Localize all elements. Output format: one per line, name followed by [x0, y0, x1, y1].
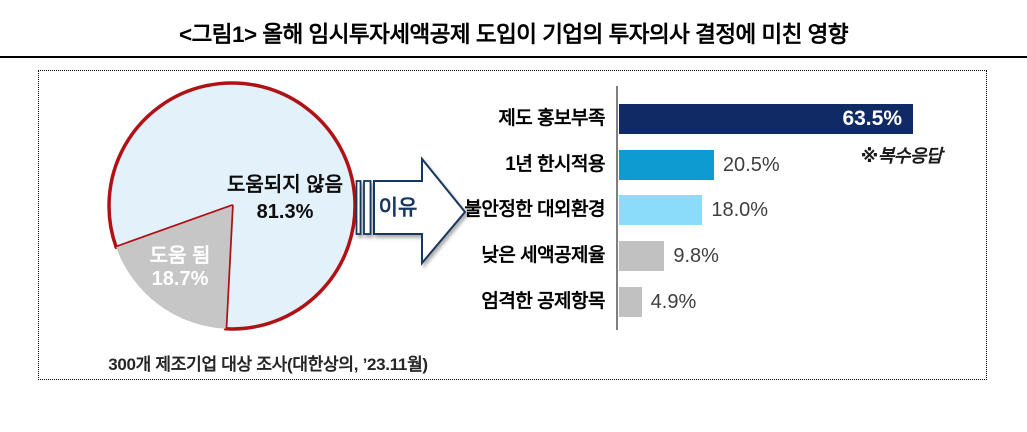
bar-value-label: 18.0%: [711, 199, 769, 221]
bar: [619, 104, 913, 134]
source-note: 300개 제조기업 대상 조사(대한상의, ’23.11월): [108, 355, 428, 374]
title-underline-rule: [0, 56, 1027, 58]
bar-category-label: 1년 한시적용: [505, 154, 605, 175]
bar-category-label: 제도 홍보부족: [498, 108, 605, 129]
multiple-response-note: ※복수응답: [860, 146, 943, 166]
reason-arrow: 이유: [355, 156, 467, 266]
bar-category-label: 불안정한 대외환경: [464, 199, 605, 220]
pie-slice-not-helpful: [107, 81, 357, 331]
chart-frame: [38, 70, 987, 380]
arrow-body: [373, 156, 467, 266]
arrow-stripe-2: [363, 180, 372, 235]
bar-value-label: 20.5%: [722, 154, 780, 176]
arrow-label: 이유: [379, 197, 418, 220]
bar: [619, 287, 642, 317]
pie-slice-helpful: [116, 206, 232, 329]
pie-value-not-helpful: 81.3%: [257, 201, 314, 223]
bar: [619, 150, 714, 180]
pie-label-not-helpful: 도움되지 않음: [227, 173, 343, 196]
pie-chart: 도움되지 않음 81.3% 도움 됨 18.7%: [107, 81, 357, 331]
bar-category-label: 엄격한 공제항목: [481, 291, 605, 312]
bar-value-label: 63.5%: [842, 107, 902, 130]
pie-value-helpful: 18.7%: [152, 268, 209, 290]
bar-value-label: 9.8%: [673, 245, 719, 267]
bar-category-label: 낮은 세액공제율: [481, 245, 605, 266]
bar: [619, 241, 665, 271]
arrow-stripe-1: [355, 180, 362, 235]
bar-value-label: 4.9%: [650, 291, 697, 313]
bar-axis-line: [616, 86, 618, 330]
pie-label-helpful: 도움 됨: [150, 244, 211, 267]
figure-title: <그림1> 올해 임시투자세액공제 도입이 기업의 투자의사 결정에 미친 영향: [178, 22, 849, 47]
bar: [619, 195, 703, 225]
